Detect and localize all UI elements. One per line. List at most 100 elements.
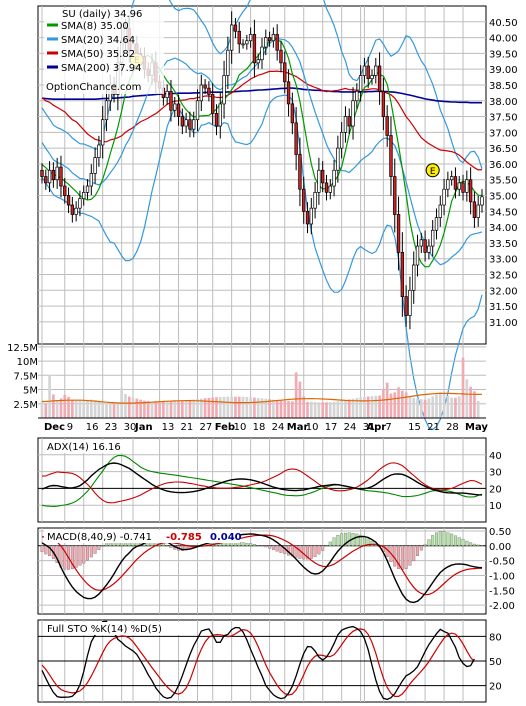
adx-title-background [44,440,126,453]
volume-bar [86,399,89,418]
candle-body [423,239,427,253]
candle-body [351,100,355,127]
volume-bar [275,400,279,418]
macd-histogram-bar [446,532,450,546]
volume-bar [359,397,362,418]
y-tick-label: 33.50 [489,239,518,250]
volume-bar [313,402,317,418]
volume-bar [325,402,328,418]
candle-body [241,43,245,46]
macd-histogram-bar [347,532,351,546]
y-tick-label: 37.00 [489,128,518,139]
legend-entry: SMA(50) 35.82 [61,49,135,60]
volume-bar [143,400,146,418]
volume-bar [370,396,374,418]
macd-tick-label: -0.50 [489,557,515,568]
volume-bar [89,399,93,418]
macd-tick-label: 0.50 [489,527,511,538]
volume-bar [317,402,321,418]
x-tick-label: May [465,422,488,433]
volume-bar [347,399,351,418]
macd-histogram-bar [450,533,454,546]
macd-tick-label: 0.00 [489,542,511,553]
volume-bar [184,400,188,418]
symbol-label: SU (daily) 34.96 [62,9,142,20]
candle-body [317,169,321,193]
volume-tick-label: 7.5M [13,371,38,382]
candle-body [169,90,173,111]
candle-body [332,169,336,187]
candle-body [93,157,97,174]
macd-tick-label: -1.50 [489,586,515,597]
volume-bar [241,396,245,418]
volume-bar [101,402,105,418]
volume-average-line [41,392,483,404]
y-tick-label: 32.00 [489,286,518,297]
volume-bar [71,400,74,418]
candle-body [104,100,109,121]
candle-body [271,34,276,42]
volume-bar [230,396,233,418]
candle-body [389,135,393,177]
macd-histogram-bar [457,537,461,546]
volume-bar [245,397,249,418]
candle-body [180,116,185,127]
macd-histogram-bar [245,542,249,546]
candle-body [237,30,241,45]
macd-histogram-bar [328,541,332,546]
volume-bar [461,357,465,418]
y-tick-label: 31.50 [489,302,518,313]
volume-bar [431,396,435,418]
x-tick-label: 21 [181,422,194,433]
macd-histogram-bar [453,535,457,546]
candle-body [415,245,420,266]
candle-body [214,113,219,127]
candle-body [40,169,44,177]
volume-bar [203,398,207,418]
macd-histogram-bar [260,545,264,547]
stochastic-d-line [41,628,475,698]
macd-histogram-bar [355,533,359,546]
macd-histogram-bar [472,543,476,546]
volume-bar [427,398,431,418]
candle-body [78,198,82,209]
macd-histogram-bar [412,545,416,562]
macd-histogram-bar [271,545,275,550]
candle-body [279,49,283,64]
y-tick-label: 36.50 [489,144,518,155]
volume-bar [412,398,416,418]
volume-bar [385,382,389,418]
volume-panel: 12.5M 10M 7.5M 5M 2.5M [7,343,486,419]
volume-bar [393,392,397,418]
volume-bar [279,400,283,418]
macd-histogram-bar [435,532,438,546]
volume-bar [82,400,86,418]
macd-histogram-bar [404,545,408,569]
candle-body [203,84,207,89]
legend-entry: SMA(200) 37.94 [61,63,142,74]
stochastic-tick-label: 80 [489,632,502,643]
volume-bar [306,402,309,418]
y-tick-label: 31.00 [489,318,518,329]
candle-body [385,116,389,136]
volume-bar [44,403,48,418]
volume-bar [48,374,51,418]
candle-body [305,210,310,225]
macd-histogram-bar [438,531,442,546]
candle-body [245,40,249,45]
macd-histogram-bar [397,545,401,569]
x-tick-label: 18 [253,422,266,433]
adx-tick-label: 20 [489,484,502,495]
candle-body [70,204,75,215]
candle-body [438,204,442,218]
candle-body [97,144,101,158]
x-tick-label: 13 [162,422,175,433]
volume-bar [435,394,438,418]
y-tick-label: 38.00 [489,97,518,108]
volume-bar [366,396,370,418]
candle-body [480,196,484,206]
macd-histogram-bar [362,536,366,546]
macd-histogram-bar [70,545,74,570]
legend-background [44,8,164,94]
volume-bar [351,398,355,418]
